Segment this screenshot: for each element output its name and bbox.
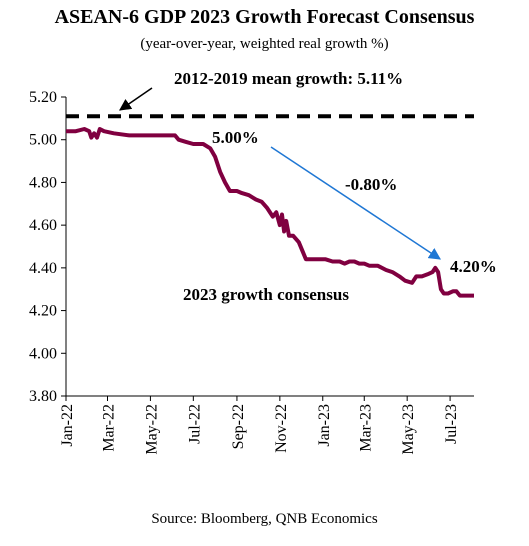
chart-subtitle: (year-over-year, weighted real growth %) (140, 36, 389, 52)
y-tick-label: 5.20 (29, 89, 57, 106)
x-tick-label: Nov-22 (273, 404, 290, 453)
series-label: 2023 growth consensus (183, 285, 349, 304)
source-note: Source: Bloomberg, QNB Economics (151, 511, 378, 527)
y-tick-label: 4.80 (29, 174, 57, 191)
chart-title: ASEAN-6 GDP 2023 Growth Forecast Consens… (54, 6, 475, 28)
x-tick-label: Sep-22 (230, 404, 247, 449)
series-line-2023-growth-consensus (66, 127, 474, 298)
y-tick-label: 4.60 (29, 217, 57, 234)
y-tick-label: 4.00 (29, 345, 57, 362)
change-arrow (270, 146, 442, 260)
x-tick-label: Jan-22 (59, 404, 76, 447)
x-tick-label: Jul-22 (186, 404, 203, 444)
end-value-label: 4.20% (450, 257, 497, 276)
x-tick-label: Jan-23 (316, 404, 333, 447)
x-tick-label: Mar-22 (101, 404, 118, 452)
reference-arrow (119, 87, 153, 111)
x-tick-label: Jul-23 (443, 404, 460, 444)
change-label: -0.80% (345, 175, 397, 194)
x-tick-label: May-22 (143, 404, 160, 455)
x-axis-ticks: Jan-22 Mar-22 May-22 Jul-22 Sep-22 Nov-22 Jan-… (59, 396, 460, 455)
y-tick-label: 3.80 (29, 388, 57, 405)
y-tick-label: 4.20 (29, 303, 57, 320)
reference-label: 2012-2019 mean growth: 5.11% (174, 69, 403, 88)
y-tick-label: 5.00 (29, 132, 57, 149)
y-tick-label: 4.40 (29, 260, 57, 277)
x-tick-label: Mar-23 (357, 404, 374, 452)
y-axis-ticks: 5.20 5.00 4.80 4.60 4.40 4.20 4.00 3.80 (29, 89, 66, 405)
start-value-label: 5.00% (212, 128, 259, 147)
x-tick-label: May-23 (400, 404, 417, 455)
axes (65, 97, 474, 397)
